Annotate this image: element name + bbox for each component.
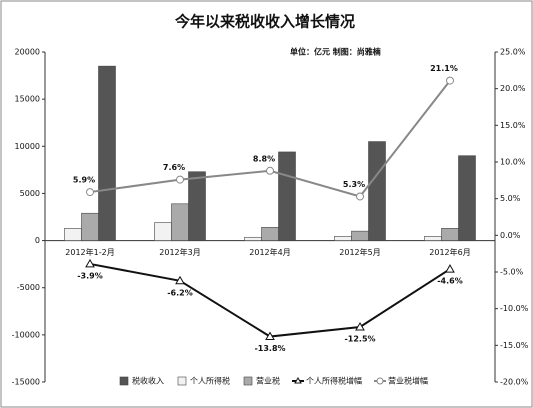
bar <box>334 236 352 241</box>
marker <box>176 175 184 184</box>
x-tick-label: 2012年4月 <box>249 247 290 257</box>
legend-swatch <box>243 376 253 386</box>
marker <box>356 192 364 201</box>
y2-tick-label: -20.0% <box>500 378 529 387</box>
legend-label: 营业税 <box>256 376 280 386</box>
bar <box>261 227 279 241</box>
y2-tick-label: 20.0% <box>500 84 526 93</box>
data-label: 21.1% <box>430 64 458 73</box>
y2-tick-label: 5.0% <box>500 194 521 203</box>
y2-tick-label: 25.0% <box>500 48 526 57</box>
y-tick-label: 15000 <box>15 95 40 104</box>
marker <box>445 264 455 273</box>
data-label: 7.6% <box>163 163 185 172</box>
y2-tick-label: 10.0% <box>500 158 526 167</box>
bar <box>351 230 369 241</box>
data-label: 5.3% <box>343 180 365 189</box>
y-tick-label: 20000 <box>15 48 40 57</box>
marker <box>175 275 185 285</box>
bar <box>244 236 262 241</box>
data-label: 8.8% <box>253 154 275 163</box>
bar <box>171 203 189 241</box>
data-label: -6.2% <box>167 288 193 297</box>
y-tick-label: 0 <box>35 236 40 245</box>
y2-tick-label: 15.0% <box>500 121 526 130</box>
marker <box>265 331 275 341</box>
y-tick-label: -10000 <box>12 330 40 339</box>
y2-tick-label: -15.0% <box>500 341 529 350</box>
chart-title: 今年以来税收收入增长情况 <box>174 13 355 31</box>
y2-tick-label: -5.0% <box>500 268 524 277</box>
marker <box>446 76 454 85</box>
legend-label: 营业税增幅 <box>388 376 428 386</box>
legend-marker <box>376 377 384 385</box>
legend-swatch <box>119 376 129 386</box>
x-tick-label: 2012年5月 <box>339 247 380 257</box>
bar <box>441 228 459 241</box>
bar <box>458 155 476 241</box>
data-label: -13.8% <box>254 344 285 353</box>
bar <box>81 212 99 241</box>
y-tick-label: -15000 <box>12 378 40 387</box>
y-tick-label: 10000 <box>15 142 40 151</box>
marker <box>355 321 365 331</box>
bar <box>188 171 206 241</box>
x-tick-label: 2012年6月 <box>429 247 470 257</box>
bar <box>368 141 386 241</box>
y2-tick-label: -10.0% <box>500 304 529 313</box>
data-label: -12.5% <box>344 335 375 344</box>
marker <box>266 166 274 175</box>
bar <box>64 228 82 241</box>
bar <box>278 151 296 241</box>
bar <box>424 236 442 241</box>
data-label: 5.9% <box>73 176 95 185</box>
bar <box>98 65 116 241</box>
data-label: -4.6% <box>437 277 463 286</box>
legend-label: 个人所得税增幅 <box>306 376 362 386</box>
legend-label: 个人所得税 <box>190 376 230 386</box>
y-tick-label: 5000 <box>20 189 40 198</box>
bar <box>154 222 172 241</box>
marker <box>86 188 94 197</box>
x-tick-label: 2012年1-2月 <box>65 247 114 257</box>
legend-label: 税收收入 <box>132 376 164 386</box>
data-label: -3.9% <box>77 271 103 280</box>
legend-swatch <box>177 376 187 386</box>
y-tick-label: -5000 <box>17 283 40 292</box>
chart-subtitle: 单位：亿元 制图：尚雅楠 <box>290 47 381 57</box>
legend-marker <box>294 377 302 384</box>
marker <box>85 258 95 268</box>
x-tick-label: 2012年3月 <box>159 247 200 257</box>
y2-tick-label: 0.0% <box>500 231 521 240</box>
